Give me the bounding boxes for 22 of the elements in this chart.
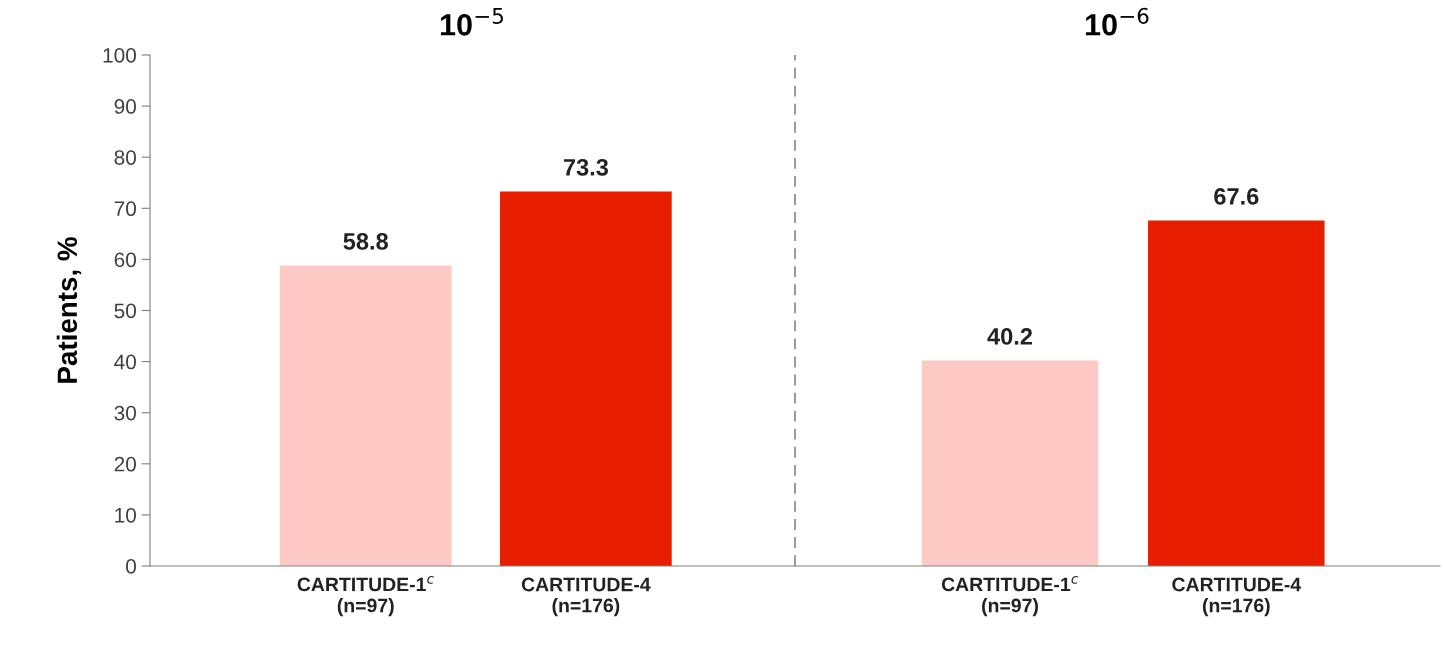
y-tick-label: 50 <box>114 303 136 319</box>
data-label: 58.8 <box>343 233 388 250</box>
x-tick-label: CARTITUDE-4 (n=176) <box>1172 577 1302 617</box>
data-label: 73.3 <box>563 158 608 176</box>
chart-title: 10$^{−6}$ <box>1085 7 1149 36</box>
y-tick-label: 0 <box>126 559 136 574</box>
y-tick-label: 40 <box>114 354 136 370</box>
data-label: 67.6 <box>1214 188 1259 205</box>
y-tick-label: 70 <box>114 201 136 217</box>
y-tick-label: 100 <box>103 48 136 63</box>
category-label: CARTITUDE-1$^{c}$ (n=97) <box>941 576 1079 617</box>
y-axis-title: Patients, % <box>56 237 82 383</box>
data-label: 40.2 <box>987 328 1033 345</box>
y-tick-label: 10 <box>115 507 136 523</box>
y-tick-label: 60 <box>114 252 136 268</box>
x-tick-label: CARTITUDE-4 (n=176) <box>521 577 651 617</box>
y-tick-label: 90 <box>114 99 136 114</box>
y-tick-label: 80 <box>114 150 136 165</box>
y-tick-label: 30 <box>114 405 136 421</box>
y-tick-label: 20 <box>114 456 136 472</box>
category-label: CARTITUDE-1$^{c}$ (n=97) <box>297 576 434 617</box>
chart-title: 10$^{−5}$ <box>440 8 503 36</box>
